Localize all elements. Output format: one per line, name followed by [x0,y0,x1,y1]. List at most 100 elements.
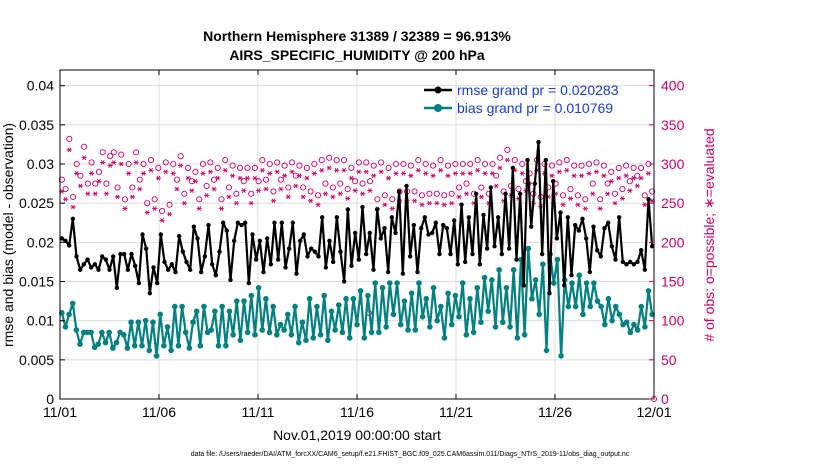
possible-point [493,172,500,179]
evaluated-stroke [204,192,209,198]
evaluated-point [645,171,652,176]
possible-point [352,178,359,185]
possible-point [62,186,69,193]
possible-point [456,184,463,191]
possible-point [144,200,151,207]
rmse-point [371,267,376,272]
bias-point [489,277,495,283]
bias-point [532,277,539,283]
possible-point [266,160,273,168]
rmse-point [649,244,655,249]
bias-point [565,303,572,310]
evaluated-stroke [646,171,651,176]
bias-point [459,280,466,286]
rmse-point [433,220,439,225]
possible-point [255,178,262,185]
evaluated-point [385,175,392,181]
evaluated-point [423,171,429,176]
evaluated-stroke [390,206,395,211]
bias-point [427,324,433,330]
possible-point [556,159,563,166]
y-tick-label: 0.01 [27,313,54,329]
bias-point [456,313,462,320]
bias-point [182,329,189,336]
evaluated-stroke [241,188,246,193]
possible-point [288,159,296,166]
bias-point [445,290,451,297]
evaluated-stroke [208,169,213,175]
evaluated-stroke [557,169,562,175]
evaluated-point [304,175,310,181]
evaluated-stroke [215,175,220,181]
x-tick-label: 11/01 [43,404,77,420]
y-tick-label: 0.03 [27,156,54,172]
evaluated-stroke [149,167,153,173]
evaluated-point [81,155,87,161]
evaluated-stroke [468,171,473,176]
bias-point [190,319,196,326]
rmse-point [136,280,142,286]
rmse-point [114,285,120,290]
possible-point [147,157,155,164]
possible-point [366,178,374,185]
evaluated-stroke [371,173,376,179]
rmse-point [250,232,255,237]
bias-point [376,329,382,336]
evaluated-stroke [100,160,105,165]
bias-point [208,327,215,333]
legend-bias-marker [434,104,442,112]
evaluated-stroke [368,188,372,193]
evaluated-point [393,171,399,176]
evaluated-point [341,167,347,173]
possible-point [114,184,121,191]
evaluated-point [192,178,199,184]
evaluated-point [144,210,150,215]
evaluated-point [489,171,496,176]
bias-point [102,339,109,346]
evaluated-point [586,171,592,176]
evaluated-stroke [479,194,484,200]
bias-point [277,321,284,328]
rmse-point [360,204,365,210]
evaluated-point [311,171,317,176]
rmse-point [147,291,153,296]
bias-point [474,284,481,291]
possible-point [482,160,489,168]
bias-point [576,272,583,279]
bias-point [372,280,379,286]
evaluated-point [233,200,239,206]
evaluated-point [118,161,124,167]
possible-point [563,157,570,164]
rmse-point [605,220,611,225]
bias-point [135,319,142,326]
evaluated-stroke [650,198,655,204]
evaluated-point [445,173,451,179]
evaluated-stroke [616,175,621,181]
evaluated-point [460,171,466,176]
evaluated-stroke [420,202,424,208]
evaluated-stroke [123,206,127,211]
evaluated-stroke [74,171,79,176]
bias-point [591,280,597,286]
evaluated-point [475,167,481,173]
evaluated-stroke [249,200,254,206]
rmse-point [536,139,541,145]
x-tick-label: 12/01 [636,404,671,420]
rmse-point [646,197,651,202]
rmse-point [506,246,512,251]
possible-point [125,160,132,168]
rmse-point [613,257,618,262]
evaluated-stroke [71,204,75,210]
rmse-point [382,226,387,231]
bias-point [139,342,145,349]
evaluated-stroke [59,189,64,194]
possible-point [300,184,307,191]
possible-point [559,192,567,199]
bias-point [554,256,561,263]
rmse-point [330,259,336,265]
bias-point [281,327,287,333]
possible-point [467,160,474,168]
rmse-point [74,254,79,259]
possible-point [344,186,351,193]
